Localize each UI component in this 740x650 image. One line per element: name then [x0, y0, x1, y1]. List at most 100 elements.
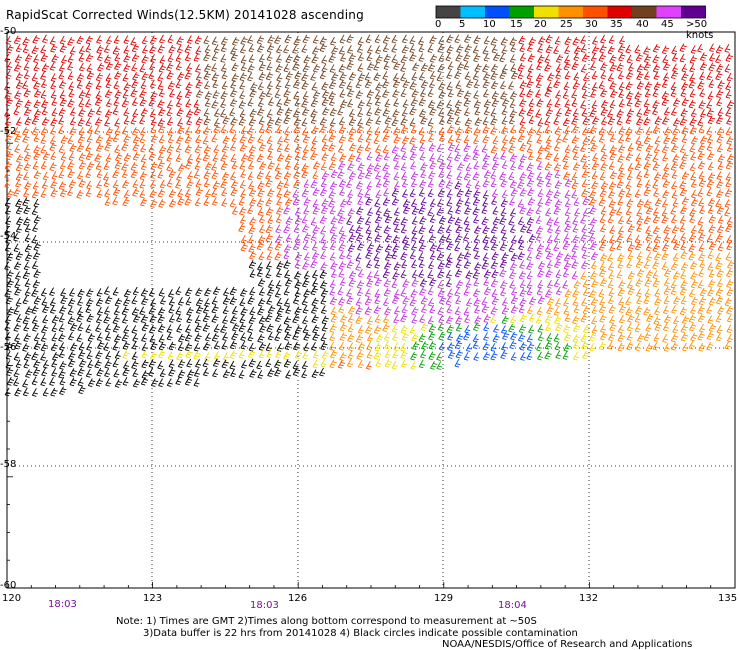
- wind-barb: [382, 197, 391, 206]
- wind-barb: [33, 214, 41, 224]
- wind-barb: [599, 44, 607, 54]
- wind-barb: [392, 79, 401, 89]
- wind-barb: [392, 271, 400, 280]
- wind-barb: [509, 179, 518, 189]
- wind-barb: [536, 98, 544, 108]
- wind-barb: [545, 107, 553, 117]
- wind-barb: [708, 62, 716, 72]
- wind-barb: [77, 117, 85, 127]
- wind-barb: [708, 79, 715, 89]
- wind-barb: [545, 151, 553, 161]
- wind-barb: [131, 325, 138, 334]
- wind-barb: [670, 88, 677, 98]
- wind-barb: [564, 55, 571, 64]
- wind-barb: [726, 72, 733, 82]
- wind-barb: [239, 143, 248, 152]
- wind-barb: [275, 214, 282, 224]
- wind-barb: [599, 171, 606, 181]
- wind-barb: [338, 46, 345, 55]
- wind-barb: [70, 107, 76, 116]
- wind-barb: [716, 205, 725, 215]
- wind-barb: [319, 116, 328, 126]
- wind-barb: [383, 171, 391, 180]
- wind-barb: [6, 44, 14, 54]
- wind-barb: [519, 187, 528, 197]
- wind-barb: [726, 216, 733, 226]
- wind-barb: [329, 205, 336, 215]
- wind-barb: [339, 332, 347, 341]
- wind-barb: [663, 343, 670, 352]
- wind-barb: [123, 288, 132, 298]
- wind-barb: [131, 126, 140, 136]
- wind-barb: [346, 295, 354, 305]
- wind-barb: [69, 368, 77, 377]
- wind-barb: [239, 206, 247, 216]
- wind-barb: [402, 295, 410, 305]
- wind-barb: [680, 332, 689, 342]
- wind-barb: [715, 198, 722, 208]
- wind-barb: [177, 196, 185, 206]
- wind-barb: [168, 169, 176, 178]
- wind-barb: [598, 304, 607, 314]
- wind-barb: [85, 324, 92, 334]
- wind-barb: [301, 99, 309, 108]
- lat-label-56: -56: [0, 342, 17, 353]
- wind-barb: [726, 100, 735, 109]
- wind-barb: [500, 36, 508, 46]
- wind-barb: [473, 161, 480, 170]
- wind-barb: [544, 125, 551, 134]
- wind-barb: [598, 53, 606, 62]
- wind-barb: [23, 205, 31, 215]
- wind-barb: [346, 61, 354, 70]
- wind-barb: [31, 116, 39, 125]
- wind-barb: [340, 53, 346, 62]
- legend-swatch: [534, 6, 559, 18]
- wind-barb: [698, 342, 706, 352]
- wind-barb: [465, 179, 472, 189]
- wind-barb: [338, 144, 344, 154]
- wind-barb: [105, 332, 112, 341]
- wind-barb: [184, 196, 192, 206]
- wind-barb: [310, 232, 317, 242]
- wind-barb: [617, 287, 626, 297]
- wind-barb: [626, 322, 633, 332]
- wind-barb: [113, 80, 120, 90]
- wind-barb: [483, 106, 490, 116]
- wind-barb: [346, 34, 354, 43]
- wind-barb: [267, 151, 273, 161]
- wind-barb: [636, 216, 644, 226]
- wind-barb: [472, 197, 481, 206]
- wind-barb: [113, 368, 120, 378]
- wind-barb: [301, 296, 308, 306]
- wind-barb: [157, 81, 164, 90]
- wind-barb: [275, 280, 282, 289]
- wind-barb: [526, 136, 533, 145]
- wind-barb: [591, 315, 598, 325]
- note-line-2: 3)Data buffer is 22 hrs from 20141028 4)…: [143, 628, 578, 639]
- wind-barb: [87, 108, 95, 118]
- wind-barb: [303, 342, 310, 352]
- wind-barb: [357, 108, 364, 118]
- wind-barb: [24, 252, 33, 262]
- wind-barb: [24, 278, 31, 288]
- wind-barb: [527, 127, 536, 136]
- wind-barb: [473, 297, 481, 307]
- wind-barb: [464, 117, 472, 127]
- wind-barb: [662, 179, 670, 188]
- wind-barb: [410, 125, 417, 134]
- wind-barb: [545, 188, 554, 198]
- wind-barb: [33, 198, 40, 208]
- wind-barb: [229, 198, 236, 208]
- wind-barb: [400, 162, 407, 171]
- wind-barb: [23, 352, 32, 361]
- wind-barb: [41, 117, 50, 126]
- wind-barb: [374, 97, 381, 106]
- wind-barb: [400, 269, 407, 279]
- wind-barb: [509, 280, 516, 289]
- wind-barb: [457, 252, 465, 261]
- wind-barb: [439, 234, 447, 244]
- wind-barb: [636, 179, 643, 188]
- wind-barb: [536, 286, 543, 296]
- wind-barb: [312, 90, 321, 99]
- wind-barb: [274, 89, 281, 99]
